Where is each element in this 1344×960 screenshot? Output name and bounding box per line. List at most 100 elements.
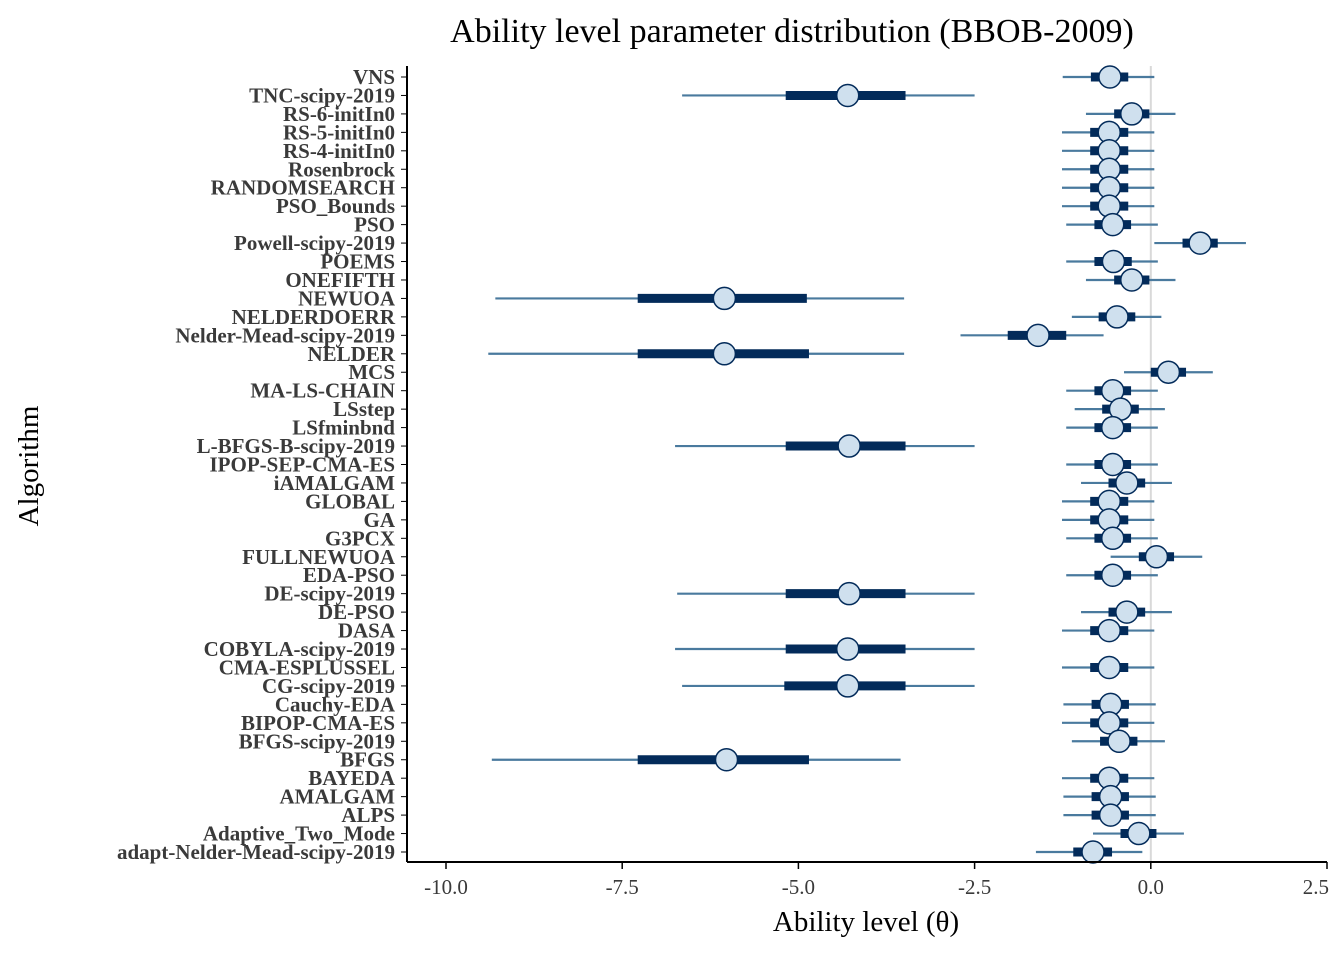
estimate-row xyxy=(1061,139,1155,163)
point-estimate xyxy=(712,342,737,366)
estimate-row xyxy=(1081,471,1172,495)
point-estimate xyxy=(1188,231,1212,255)
y-tick-label: AMALGAM xyxy=(280,785,396,809)
y-tick-label: PSO xyxy=(354,213,395,237)
y-axis-label: Algorithm xyxy=(13,405,45,526)
point-estimate xyxy=(835,83,860,108)
point-estimate xyxy=(714,747,739,772)
point-estimate xyxy=(1105,305,1129,329)
estimate-row xyxy=(1093,821,1184,846)
point-estimate xyxy=(1098,803,1123,827)
estimate-row xyxy=(1071,729,1165,754)
y-tick-label: LSfminbnd xyxy=(292,416,395,440)
point-estimate xyxy=(1127,821,1151,846)
point-estimate xyxy=(835,637,860,661)
estimate-row xyxy=(1066,526,1158,551)
y-tick-label: DE-scipy-2019 xyxy=(264,582,395,606)
y-tick-label: COBYLA-scipy-2019 xyxy=(204,637,395,661)
y-tick-label: DASA xyxy=(338,619,396,643)
estimate-row xyxy=(682,83,975,108)
point-estimate xyxy=(1144,545,1169,569)
estimate-row xyxy=(1066,378,1158,403)
estimate-row xyxy=(682,674,975,698)
point-estimate xyxy=(1100,563,1125,587)
point-estimate xyxy=(1101,249,1126,274)
estimate-row xyxy=(960,323,1104,348)
y-tick-label: EDA-PSO xyxy=(303,563,395,587)
y-tick-label: Cauchy-EDA xyxy=(275,692,396,716)
y-tick-label: MCS xyxy=(348,360,395,384)
estimate-row xyxy=(1061,711,1155,735)
estimate-row xyxy=(1066,212,1158,237)
y-tick-label: CMA-ESPLUSSEL xyxy=(219,655,395,679)
point-estimate xyxy=(1100,526,1125,551)
estimate-row xyxy=(1085,268,1176,292)
estimate-row xyxy=(1085,102,1176,126)
estimate-row xyxy=(675,434,975,458)
point-estimate xyxy=(1120,268,1144,292)
y-tick-label: LSstep xyxy=(333,397,395,421)
y-tick-label: MA-LS-CHAIN xyxy=(250,379,395,403)
y-tick-label: BAYEDA xyxy=(308,766,396,790)
y-tick-label: RS-5-initIn0 xyxy=(283,120,395,144)
y-tick-label: Nelder-Mead-scipy-2019 xyxy=(175,323,395,347)
estimate-row xyxy=(1035,840,1143,864)
x-tick-label: -2.5 xyxy=(958,875,991,899)
y-tick-label: ALPS xyxy=(341,803,395,827)
y-tick-label: RS-4-initIn0 xyxy=(283,139,395,163)
x-axis-label: Ability level (θ) xyxy=(773,906,959,938)
point-estimate xyxy=(1100,212,1125,237)
estimate-row xyxy=(1110,545,1203,569)
estimate-row xyxy=(1066,249,1158,274)
y-tick-label: Rosenbrock xyxy=(288,157,395,181)
estimate-row xyxy=(1061,120,1155,145)
estimate-row xyxy=(1066,452,1158,477)
y-tick-label: iAMALGAM xyxy=(274,471,395,495)
point-estimate xyxy=(1098,65,1122,89)
estimate-row xyxy=(675,637,975,661)
estimate-row xyxy=(1081,600,1172,624)
estimate-row xyxy=(1061,655,1155,680)
point-estimate xyxy=(1100,415,1125,440)
estimate-row xyxy=(1154,231,1246,255)
point-estimate xyxy=(1081,840,1105,864)
estimate-row xyxy=(488,342,905,366)
y-tick-label: L-BFGS-B-scipy-2019 xyxy=(197,434,395,458)
estimate-row xyxy=(1063,692,1156,717)
estimate-row xyxy=(1061,175,1155,200)
estimate-row xyxy=(1063,784,1156,809)
y-tick-label: NEWUOA xyxy=(298,286,396,310)
x-tick-label: -10.0 xyxy=(424,875,468,899)
chart-title: Ability level parameter distribution (BB… xyxy=(450,13,1134,50)
point-estimate xyxy=(1120,102,1144,126)
point-estimate xyxy=(1107,729,1131,754)
point-estimate xyxy=(835,674,860,698)
y-tick-label: RANDOMSEARCH xyxy=(211,176,395,200)
point-estimate xyxy=(837,581,861,606)
y-tick-label: GA xyxy=(364,508,396,532)
point-estimate xyxy=(1026,323,1050,348)
y-tick-label: BIPOP-CMA-ES xyxy=(241,711,395,735)
y-tick-label: DE-PSO xyxy=(318,600,395,624)
y-tick-label: VNS xyxy=(353,65,395,89)
y-tick-label: Adaptive_Two_Mode xyxy=(203,822,395,846)
y-tick-label: FULLNEWUOA xyxy=(242,545,396,569)
y-tick-label: CG-scipy-2019 xyxy=(262,674,395,698)
estimate-row xyxy=(1066,563,1158,587)
y-tick-label: ONEFIFTH xyxy=(285,268,395,292)
x-tick-label: 0.0 xyxy=(1138,875,1164,899)
point-estimate xyxy=(1097,655,1121,680)
estimate-row xyxy=(1061,489,1155,514)
estimate-row xyxy=(1061,194,1155,218)
y-tick-label: adapt-Nelder-Mead-scipy-2019 xyxy=(117,840,395,864)
point-estimate xyxy=(1097,618,1121,643)
point-estimate xyxy=(1115,600,1139,624)
point-estimate xyxy=(1100,452,1125,477)
estimate-row xyxy=(1066,415,1158,440)
estimate-row xyxy=(1071,305,1162,329)
estimate-row xyxy=(1124,360,1213,384)
estimate-row xyxy=(491,747,901,772)
plot-marks xyxy=(488,65,1246,864)
x-tick-label: 2.5 xyxy=(1303,875,1329,899)
